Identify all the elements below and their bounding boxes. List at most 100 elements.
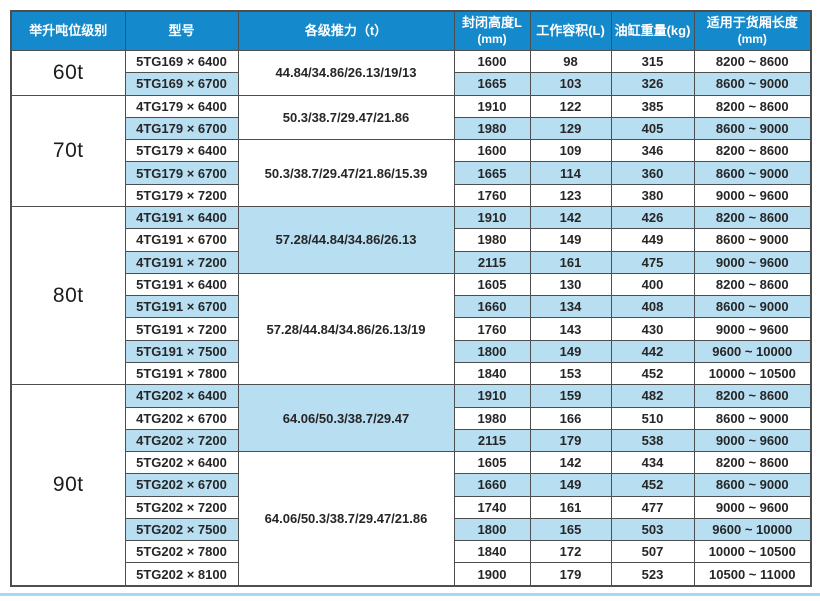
cylinder-weight-cell: 482 — [610, 384, 695, 408]
header-cylinder-weight: 油缸重量(kg) — [610, 10, 695, 51]
model-cell: 5TG202 × 6700 — [124, 473, 239, 497]
model-cell: 4TG179 × 6400 — [124, 94, 239, 118]
model-cell: 5TG202 × 7500 — [124, 517, 239, 542]
model-cell: 5TG191 × 6700 — [124, 295, 239, 319]
table-row: 60t 5TG169 × 6400 44.84/34.86/26.13/19/13 1… — [10, 49, 812, 96]
closed-height-cell: 1605 — [453, 451, 531, 475]
cylinder-weight-cell: 426 — [610, 205, 695, 230]
cylinder-weight-cell: 452 — [610, 473, 695, 497]
working-volume-cell: 122 — [529, 94, 612, 118]
table-row: 4TG191 × 7200 2115 161 475 9000 ~ 9600 — [11, 250, 812, 274]
closed-height-cell: 1910 — [453, 205, 531, 230]
model-cell: 4TG191 × 7200 — [124, 250, 239, 274]
cylinder-weight-cell: 430 — [610, 317, 695, 341]
cylinder-weight-cell: 360 — [610, 161, 695, 185]
closed-height-cell: 1910 — [453, 384, 531, 408]
cylinder-weight-cell: 405 — [610, 116, 695, 141]
thrust-cell: 64.06/50.3/38.7/29.47 — [237, 384, 455, 453]
table-row: 5TG191 × 6700 1660 134 408 8600 ~ 9000 — [11, 295, 812, 319]
model-cell: 4TG179 × 6700 — [124, 116, 239, 141]
closed-height-cell: 1660 — [453, 473, 531, 497]
table-row: 4TG179 × 6700 1980 129 405 8600 ~ 9000 — [11, 116, 812, 141]
working-volume-cell: 134 — [529, 295, 612, 319]
cargo-length-cell: 8200 ~ 8600 — [693, 205, 812, 230]
model-cell: 4TG202 × 6400 — [124, 384, 239, 408]
cylinder-weight-cell: 346 — [610, 139, 695, 163]
thrust-cell: 57.28/44.84/34.86/26.13 — [237, 205, 455, 274]
working-volume-cell: 123 — [529, 183, 612, 207]
thrust-cell: 50.3/38.7/29.47/21.86 — [237, 94, 455, 141]
cylinder-weight-cell: 475 — [610, 250, 695, 274]
cargo-length-cell: 8600 ~ 9000 — [693, 161, 812, 185]
working-volume-cell: 179 — [529, 562, 612, 587]
cargo-length-cell: 8200 ~ 8600 — [693, 139, 812, 163]
model-cell: 5TG179 × 7200 — [124, 183, 239, 207]
cargo-length-cell: 8600 ~ 9000 — [693, 473, 812, 497]
header-thrust: 各级推力（t） — [237, 10, 455, 51]
cylinder-weight-cell: 449 — [610, 228, 695, 252]
tonnage-cell: 70t — [10, 94, 126, 207]
table-row: 5TG202 × 7200 1740 161 477 9000 ~ 9600 — [11, 495, 812, 519]
cargo-length-cell: 9000 ~ 9600 — [693, 495, 812, 519]
model-cell: 4TG202 × 6700 — [124, 406, 239, 430]
cargo-length-cell: 8600 ~ 9000 — [693, 72, 812, 96]
model-cell: 5TG169 × 6400 — [124, 49, 239, 74]
cylinder-weight-cell: 385 — [610, 94, 695, 118]
cargo-length-cell: 9000 ~ 9600 — [693, 317, 812, 341]
header-sublabel: (mm) — [737, 31, 767, 46]
cylinder-weight-cell: 477 — [610, 495, 695, 519]
thrust-cell: 44.84/34.86/26.13/19/13 — [237, 50, 455, 96]
cargo-length-cell: 8200 ~ 8600 — [693, 272, 812, 297]
closed-height-cell: 1665 — [453, 161, 531, 185]
cargo-length-cell: 9000 ~ 9600 — [693, 250, 812, 274]
header-label: 工作容积(L) — [536, 22, 605, 38]
model-cell: 5TG191 × 6400 — [124, 272, 239, 297]
header-tonnage-level: 举升吨位级别 — [10, 10, 126, 51]
closed-height-cell: 1740 — [453, 495, 531, 519]
model-cell: 5TG202 × 7800 — [124, 540, 239, 564]
closed-height-cell: 1840 — [453, 540, 531, 564]
table-row: 5TG179 × 7200 1760 123 380 9000 ~ 9600 — [11, 183, 812, 207]
working-volume-cell: 172 — [529, 540, 612, 564]
model-cell: 4TG202 × 7200 — [124, 428, 239, 453]
closed-height-cell: 1660 — [453, 295, 531, 319]
working-volume-cell: 165 — [529, 517, 612, 542]
cargo-length-cell: 10500 ~ 11000 — [693, 562, 812, 587]
cargo-length-cell: 8200 ~ 8600 — [693, 94, 812, 118]
closed-height-cell: 1605 — [453, 272, 531, 297]
table-row: 5TG202 × 7500 1800 165 503 9600 ~ 10000 — [11, 517, 812, 542]
tonnage-cell: 80t — [10, 205, 126, 386]
cargo-length-cell: 10000 ~ 10500 — [693, 361, 812, 386]
working-volume-cell: 161 — [529, 495, 612, 519]
header-label: 举升吨位级别 — [29, 22, 108, 38]
working-volume-cell: 142 — [529, 451, 612, 475]
cargo-length-cell: 8200 ~ 8600 — [693, 49, 812, 74]
table-row: 4TG202 × 7200 2115 179 538 9000 ~ 9600 — [11, 428, 812, 453]
working-volume-cell: 98 — [529, 49, 612, 74]
closed-height-cell: 1760 — [453, 183, 531, 207]
model-cell: 5TG191 × 7800 — [124, 361, 239, 386]
model-cell: 4TG191 × 6400 — [124, 205, 239, 230]
table-row: 5TG191 × 6400 57.28/44.84/34.86/26.13/19 1… — [11, 272, 812, 386]
table-row: 4TG191 × 6700 1980 149 449 8600 ~ 9000 — [11, 228, 812, 252]
cylinder-weight-cell: 538 — [610, 428, 695, 453]
working-volume-cell: 179 — [529, 428, 612, 453]
closed-height-cell: 1800 — [453, 517, 531, 542]
header-label: 各级推力（t） — [304, 22, 388, 38]
header-model: 型号 — [124, 10, 239, 51]
cylinder-weight-cell: 434 — [610, 451, 695, 475]
table-row: 5TG191 × 7500 1800 149 442 9600 ~ 10000 — [11, 339, 812, 363]
header-label: 型号 — [168, 22, 195, 38]
header-sublabel: (mm) — [477, 31, 507, 46]
cargo-length-cell: 9600 ~ 10000 — [693, 517, 812, 542]
table-row: 5TG169 × 6700 1665 103 326 8600 ~ 9000 — [11, 72, 812, 96]
cargo-length-cell: 9000 ~ 9600 — [693, 183, 812, 207]
working-volume-cell: 129 — [529, 116, 612, 141]
cargo-length-cell: 8200 ~ 8600 — [693, 451, 812, 475]
model-cell: 5TG202 × 7200 — [124, 495, 239, 519]
working-volume-cell: 142 — [529, 205, 612, 230]
model-cell: 5TG179 × 6400 — [124, 139, 239, 163]
working-volume-cell: 149 — [529, 339, 612, 363]
table-row: 4TG202 × 6700 1980 166 510 8600 ~ 9000 — [11, 406, 812, 430]
